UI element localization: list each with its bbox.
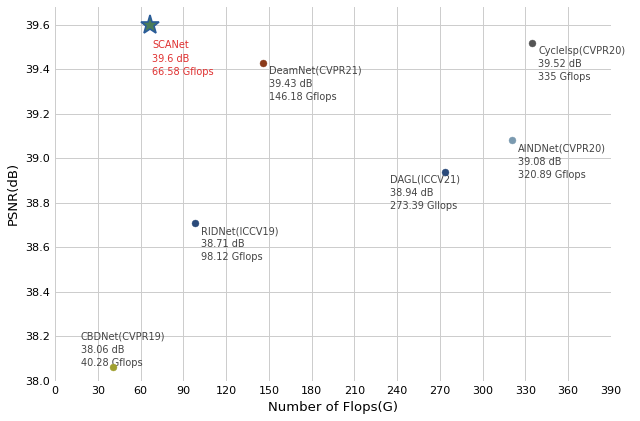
Text: AINDNet(CVPR20)
39.08 dB
320.89 Gflops: AINDNet(CVPR20) 39.08 dB 320.89 Gflops	[518, 144, 606, 180]
Text: DeamNet(CVPR21)
39.43 dB
146.18 Gflops: DeamNet(CVPR21) 39.43 dB 146.18 Gflops	[269, 66, 362, 102]
Text: CBDNet(CVPR19)
38.06 dB
40.28 Gflops: CBDNet(CVPR19) 38.06 dB 40.28 Gflops	[81, 332, 165, 368]
Text: DAGL(ICCV21)
38.94 dB
273.39 Gllops: DAGL(ICCV21) 38.94 dB 273.39 Gllops	[390, 175, 460, 211]
X-axis label: Number of Flops(G): Number of Flops(G)	[268, 401, 398, 414]
Text: CycleIsp(CVPR20)
39.52 dB
335 Gflops: CycleIsp(CVPR20) 39.52 dB 335 Gflops	[538, 46, 625, 82]
Y-axis label: PSNR(dB): PSNR(dB)	[7, 162, 20, 225]
Text: SCANet
39.6 dB
66.58 Gflops: SCANet 39.6 dB 66.58 Gflops	[152, 40, 214, 77]
Text: RIDNet(ICCV19)
38.71 dB
98.12 Gflops: RIDNet(ICCV19) 38.71 dB 98.12 Gflops	[200, 226, 278, 262]
